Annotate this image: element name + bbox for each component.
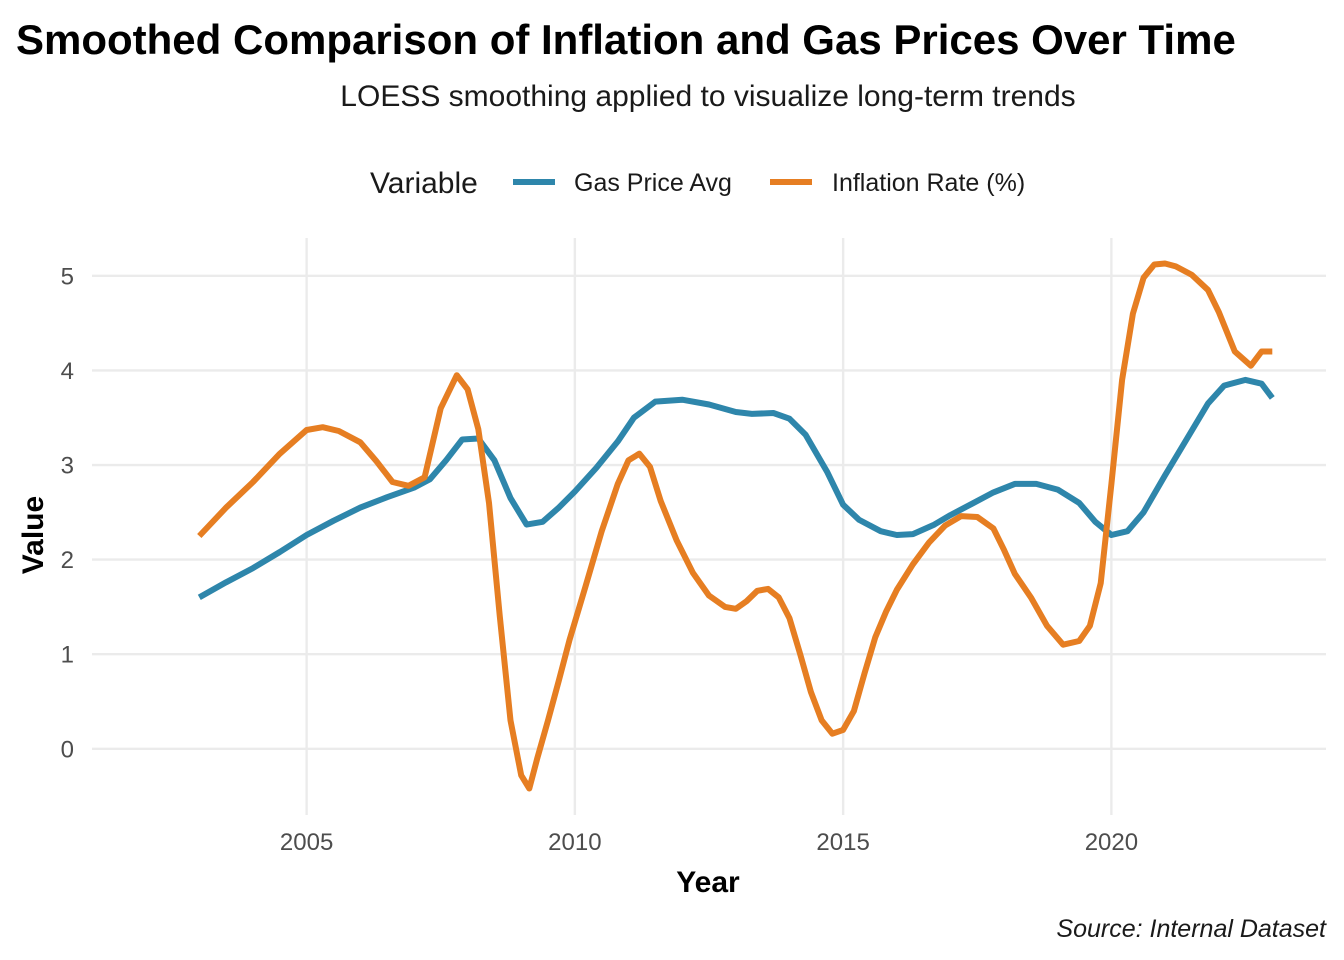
grid-layer [92,238,1326,815]
y-tick-label-1: 1 [61,642,74,669]
y-tick-label-0: 0 [61,736,74,763]
chart-title: Smoothed Comparison of Inflation and Gas… [16,16,1236,63]
tick-layer: 0 1 2 3 4 5 2005 2010 2015 2020 [61,263,1138,856]
y-tick-label-5: 5 [61,263,74,290]
x-tick-label-2010: 2010 [548,829,601,856]
x-tick-label-2005: 2005 [280,829,333,856]
legend-label-gas-price: Gas Price Avg [574,169,732,197]
y-axis-title: Value [17,496,50,574]
series-layer [197,260,1275,792]
series-line-inflation-rate [197,260,1273,792]
chart-subtitle: LOESS smoothing applied to visualize lon… [340,80,1075,113]
y-tick-label-3: 3 [61,453,74,480]
x-axis-title: Year [676,866,740,899]
y-tick-label-4: 4 [61,358,74,385]
legend-title: Variable [370,167,478,200]
x-tick-label-2015: 2015 [816,829,869,856]
plot-panel: 0 1 2 3 4 5 2005 2010 2015 2020 [61,238,1326,856]
chart-caption: Source: Internal Dataset [1056,915,1327,943]
y-tick-label-2: 2 [61,547,74,574]
series-line-gas-price-avg [197,376,1275,601]
legend-label-inflation-rate: Inflation Rate (%) [832,169,1025,197]
legend: Variable Gas Price Avg Inflation Rate (%… [370,167,1025,200]
x-tick-label-2020: 2020 [1085,829,1138,856]
